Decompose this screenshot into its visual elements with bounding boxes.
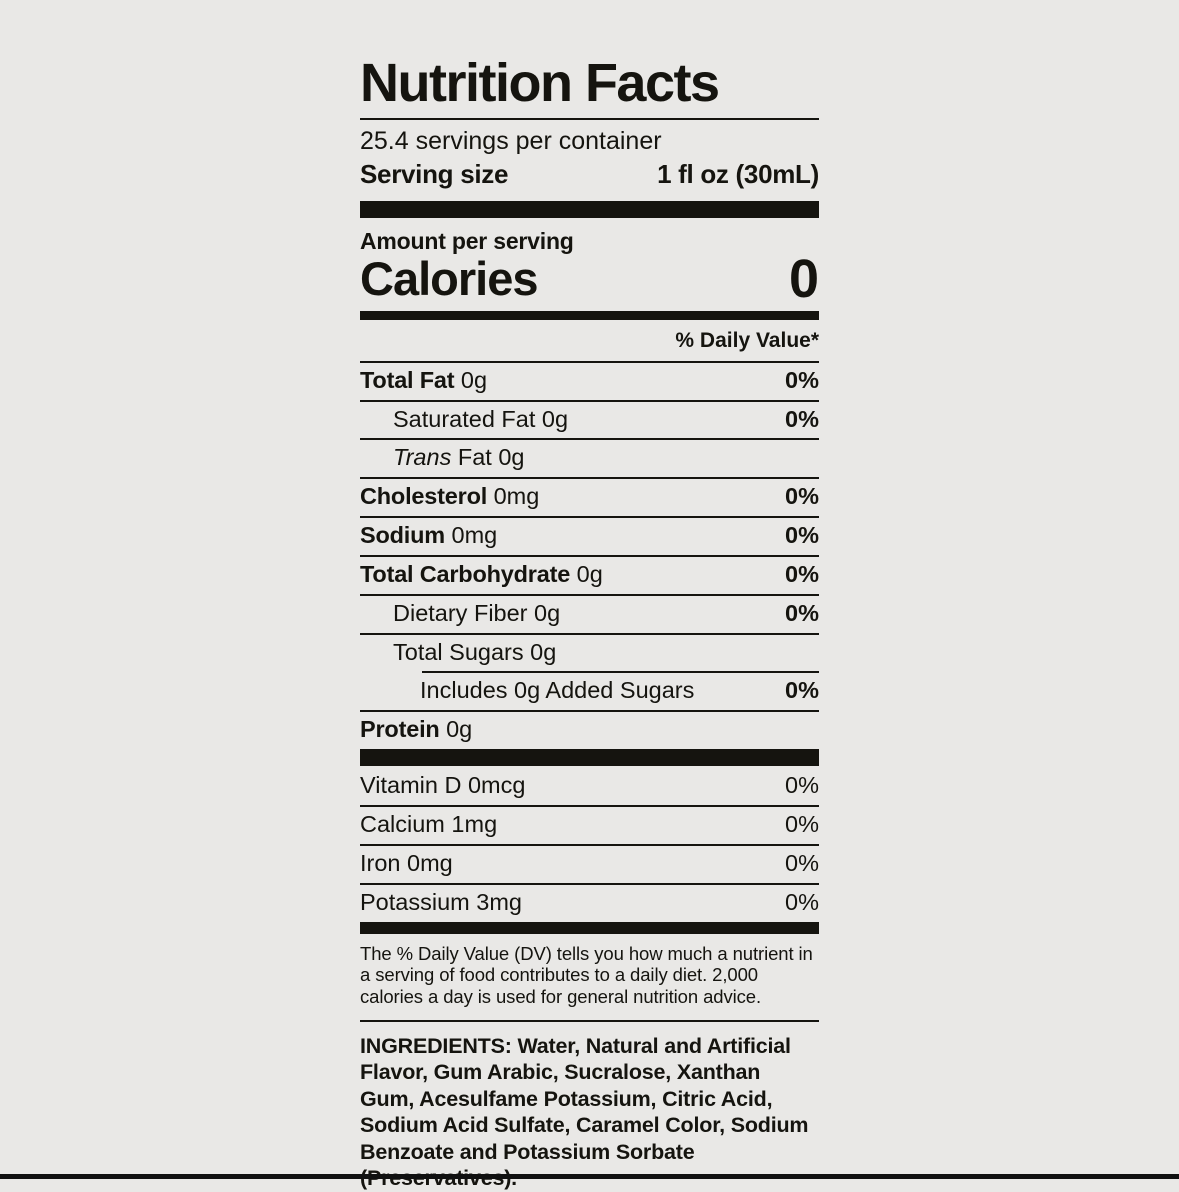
nutrient-name: Sodium 0mg: [360, 522, 498, 549]
daily-value-footnote: The % Daily Value (DV) tells you how muc…: [360, 942, 813, 1008]
ingredients-text: INGREDIENTS: Water, Natural and Artifici…: [360, 1019, 819, 1192]
nutrient-row: Sodium 0mg 0%: [360, 516, 819, 555]
nutrient-name: Dietary Fiber 0g: [393, 599, 561, 626]
nutrient-dv: 0%: [785, 772, 819, 799]
nutrient-dv: 0%: [785, 888, 819, 915]
nutrient-row: Dietary Fiber 0g 0%: [360, 593, 819, 633]
nutrient-name: Cholesterol 0mg: [360, 483, 540, 510]
micronutrient-row: Vitamin D 0mcg 0%: [360, 766, 819, 805]
calories-label: Calories: [360, 252, 538, 306]
nutrient-row: Trans Fat 0g: [360, 438, 819, 477]
nutrient-name: Vitamin D 0mcg: [360, 772, 526, 799]
micronutrient-row: Potassium 3mg 0%: [360, 882, 819, 922]
nutrient-name: Protein 0g: [360, 716, 473, 743]
micronutrient-rows: Vitamin D 0mcg 0% Calcium 1mg 0% Iron 0mg 0% P…: [360, 766, 819, 921]
nutrient-dv: 0%: [785, 810, 819, 837]
nutrient-name: Potassium 3mg: [360, 888, 522, 915]
calories-value: 0: [788, 249, 819, 310]
nutrient-row: Total Carbohydrate 0g 0%: [360, 554, 819, 594]
nutrient-name: Saturated Fat 0g: [393, 405, 569, 432]
nutrient-row: Total Sugars 0g: [360, 632, 819, 672]
divider-bar-medium: [360, 310, 819, 320]
nutrient-dv: 0%: [785, 849, 819, 876]
micronutrient-row: Iron 0mg 0%: [360, 843, 819, 883]
nutrient-rows: Total Fat 0g 0% Saturated Fat 0g 0% Trans Fa…: [360, 360, 819, 749]
label-title: Nutrition Facts: [360, 56, 819, 121]
nutrient-name: Total Carbohydrate 0g: [360, 560, 603, 587]
nutrient-row: Total Fat 0g 0%: [360, 360, 819, 400]
nutrient-name: Calcium 1mg: [360, 810, 498, 837]
divider-bar-thick-bottom: [360, 921, 819, 934]
serving-size-label: Serving size: [360, 159, 509, 190]
nutrient-dv: 0%: [785, 522, 819, 549]
serving-size-value: 1 fl oz (30mL): [657, 159, 819, 190]
serving-size-row: Serving size 1 fl oz (30mL): [360, 156, 819, 201]
micronutrient-row: Calcium 1mg 0%: [360, 804, 819, 844]
bottom-edge-strip: [0, 1174, 1179, 1179]
calories-row: Calories 0: [360, 249, 819, 311]
nutrient-name: Total Sugars 0g: [393, 638, 557, 665]
nutrient-dv: 0%: [785, 599, 819, 626]
nutrient-row: Cholesterol 0mg 0%: [360, 477, 819, 516]
servings-per-container: 25.4 servings per container: [360, 127, 662, 156]
nutrient-row: Includes 0g Added Sugars 0%: [360, 671, 819, 710]
divider-bar-thick-top: [360, 201, 819, 219]
nutrient-name: Total Fat 0g: [360, 366, 488, 393]
nutrient-dv: 0%: [785, 560, 819, 587]
divider-bar-thick-mid: [360, 749, 819, 767]
nutrient-row: Protein 0g: [360, 710, 819, 749]
nutrient-name: Trans Fat 0g: [393, 444, 525, 471]
nutrient-name: Includes 0g Added Sugars: [420, 677, 695, 704]
nutrition-label: Nutrition Facts 25.4 servings per contai…: [360, 56, 819, 1192]
nutrient-dv: 0%: [785, 405, 819, 432]
daily-value-header: % Daily Value*: [675, 328, 819, 352]
nutrient-dv: 0%: [785, 677, 819, 704]
nutrient-name: Iron 0mg: [360, 849, 453, 876]
nutrient-row: Saturated Fat 0g 0%: [360, 399, 819, 439]
nutrient-dv: 0%: [785, 366, 819, 393]
amount-per-serving-label: Amount per serving: [360, 228, 574, 255]
nutrient-dv: 0%: [785, 483, 819, 510]
partial-divider: [422, 671, 819, 674]
